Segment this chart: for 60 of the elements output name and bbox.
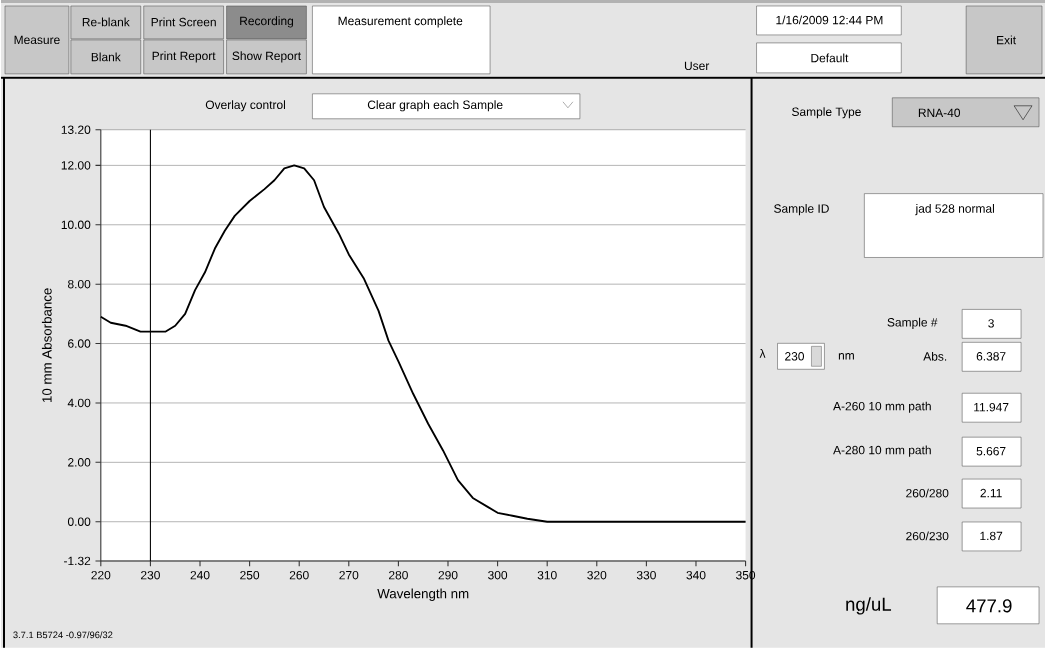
text: RNA-40: [918, 108, 961, 118]
y-tick-label: -1.32: [64, 556, 91, 566]
text: 11.947: [974, 403, 1009, 412]
text: jad 528 normal: [915, 204, 994, 216]
y-tick-label: 4.00: [67, 398, 91, 408]
text: 2.11: [980, 488, 1002, 498]
text: 3: [988, 319, 994, 328]
text: 230: [785, 352, 805, 361]
x-tick-label: 310: [537, 571, 557, 580]
y-tick-label: 6.00: [68, 339, 91, 348]
text: Print Report: [152, 51, 216, 63]
y-tick-label: 0.00: [67, 517, 91, 527]
x-tick-label: 300: [488, 571, 508, 580]
x-axis-title: Wavelength nm: [377, 588, 469, 602]
text: A-260 10 mm path: [833, 401, 931, 413]
text: 477.9: [966, 599, 1012, 613]
text: User: [684, 61, 710, 71]
text: 3.7.1 B5724 -0.97/96/32: [13, 631, 113, 639]
y-tick-label: 12.00: [61, 161, 91, 170]
text: Measure: [14, 35, 60, 45]
text: 260/280: [906, 488, 949, 498]
y-axis-title: 10 mm Absorbance: [41, 288, 52, 403]
text: 260/230: [906, 531, 949, 541]
text: Measurement complete: [338, 16, 463, 28]
x-tick-label: 230: [141, 571, 160, 580]
text: Abs.: [923, 352, 947, 361]
x-tick-label: 250: [240, 571, 260, 580]
text: Exit: [997, 35, 1016, 45]
y-tick-label: 13.20: [61, 125, 91, 135]
text: 6.387: [976, 352, 1006, 361]
x-tick-label: 270: [339, 571, 359, 580]
text: nm: [838, 353, 854, 360]
x-tick-label: 280: [389, 571, 408, 580]
text: 5.667: [976, 447, 1006, 456]
text: Re-blank: [82, 17, 130, 27]
text: Recording: [240, 16, 294, 28]
text: Default: [811, 53, 849, 63]
y-tick-label: 8.00: [68, 280, 91, 289]
x-tick-label: 320: [587, 571, 607, 580]
text: 1.87: [980, 531, 1003, 541]
text: Show Report: [232, 51, 301, 63]
text: Sample Type: [792, 107, 861, 119]
y-tick-label: 10.00: [61, 220, 91, 230]
text: Overlay control: [205, 100, 285, 112]
x-tick-label: 340: [686, 571, 706, 580]
text: Print Screen: [151, 17, 216, 27]
text: ng/uL: [846, 597, 892, 615]
text: Sample ID: [774, 204, 829, 216]
y-tick-label: 2.00: [68, 458, 91, 467]
x-tick-label: 240: [190, 571, 210, 580]
x-tick-label: 260: [289, 571, 309, 580]
x-tick-label: 330: [636, 571, 656, 580]
text: λ: [759, 349, 766, 358]
text: 1/16/2009 12:44 PM: [776, 15, 883, 25]
text: Blank: [91, 52, 121, 62]
text: Clear graph each Sample: [367, 100, 503, 112]
text: Sample #: [887, 317, 938, 330]
text: A-280 10 mm path: [833, 445, 931, 457]
x-tick-label: 290: [438, 571, 458, 580]
x-tick-label: 220: [91, 571, 111, 580]
